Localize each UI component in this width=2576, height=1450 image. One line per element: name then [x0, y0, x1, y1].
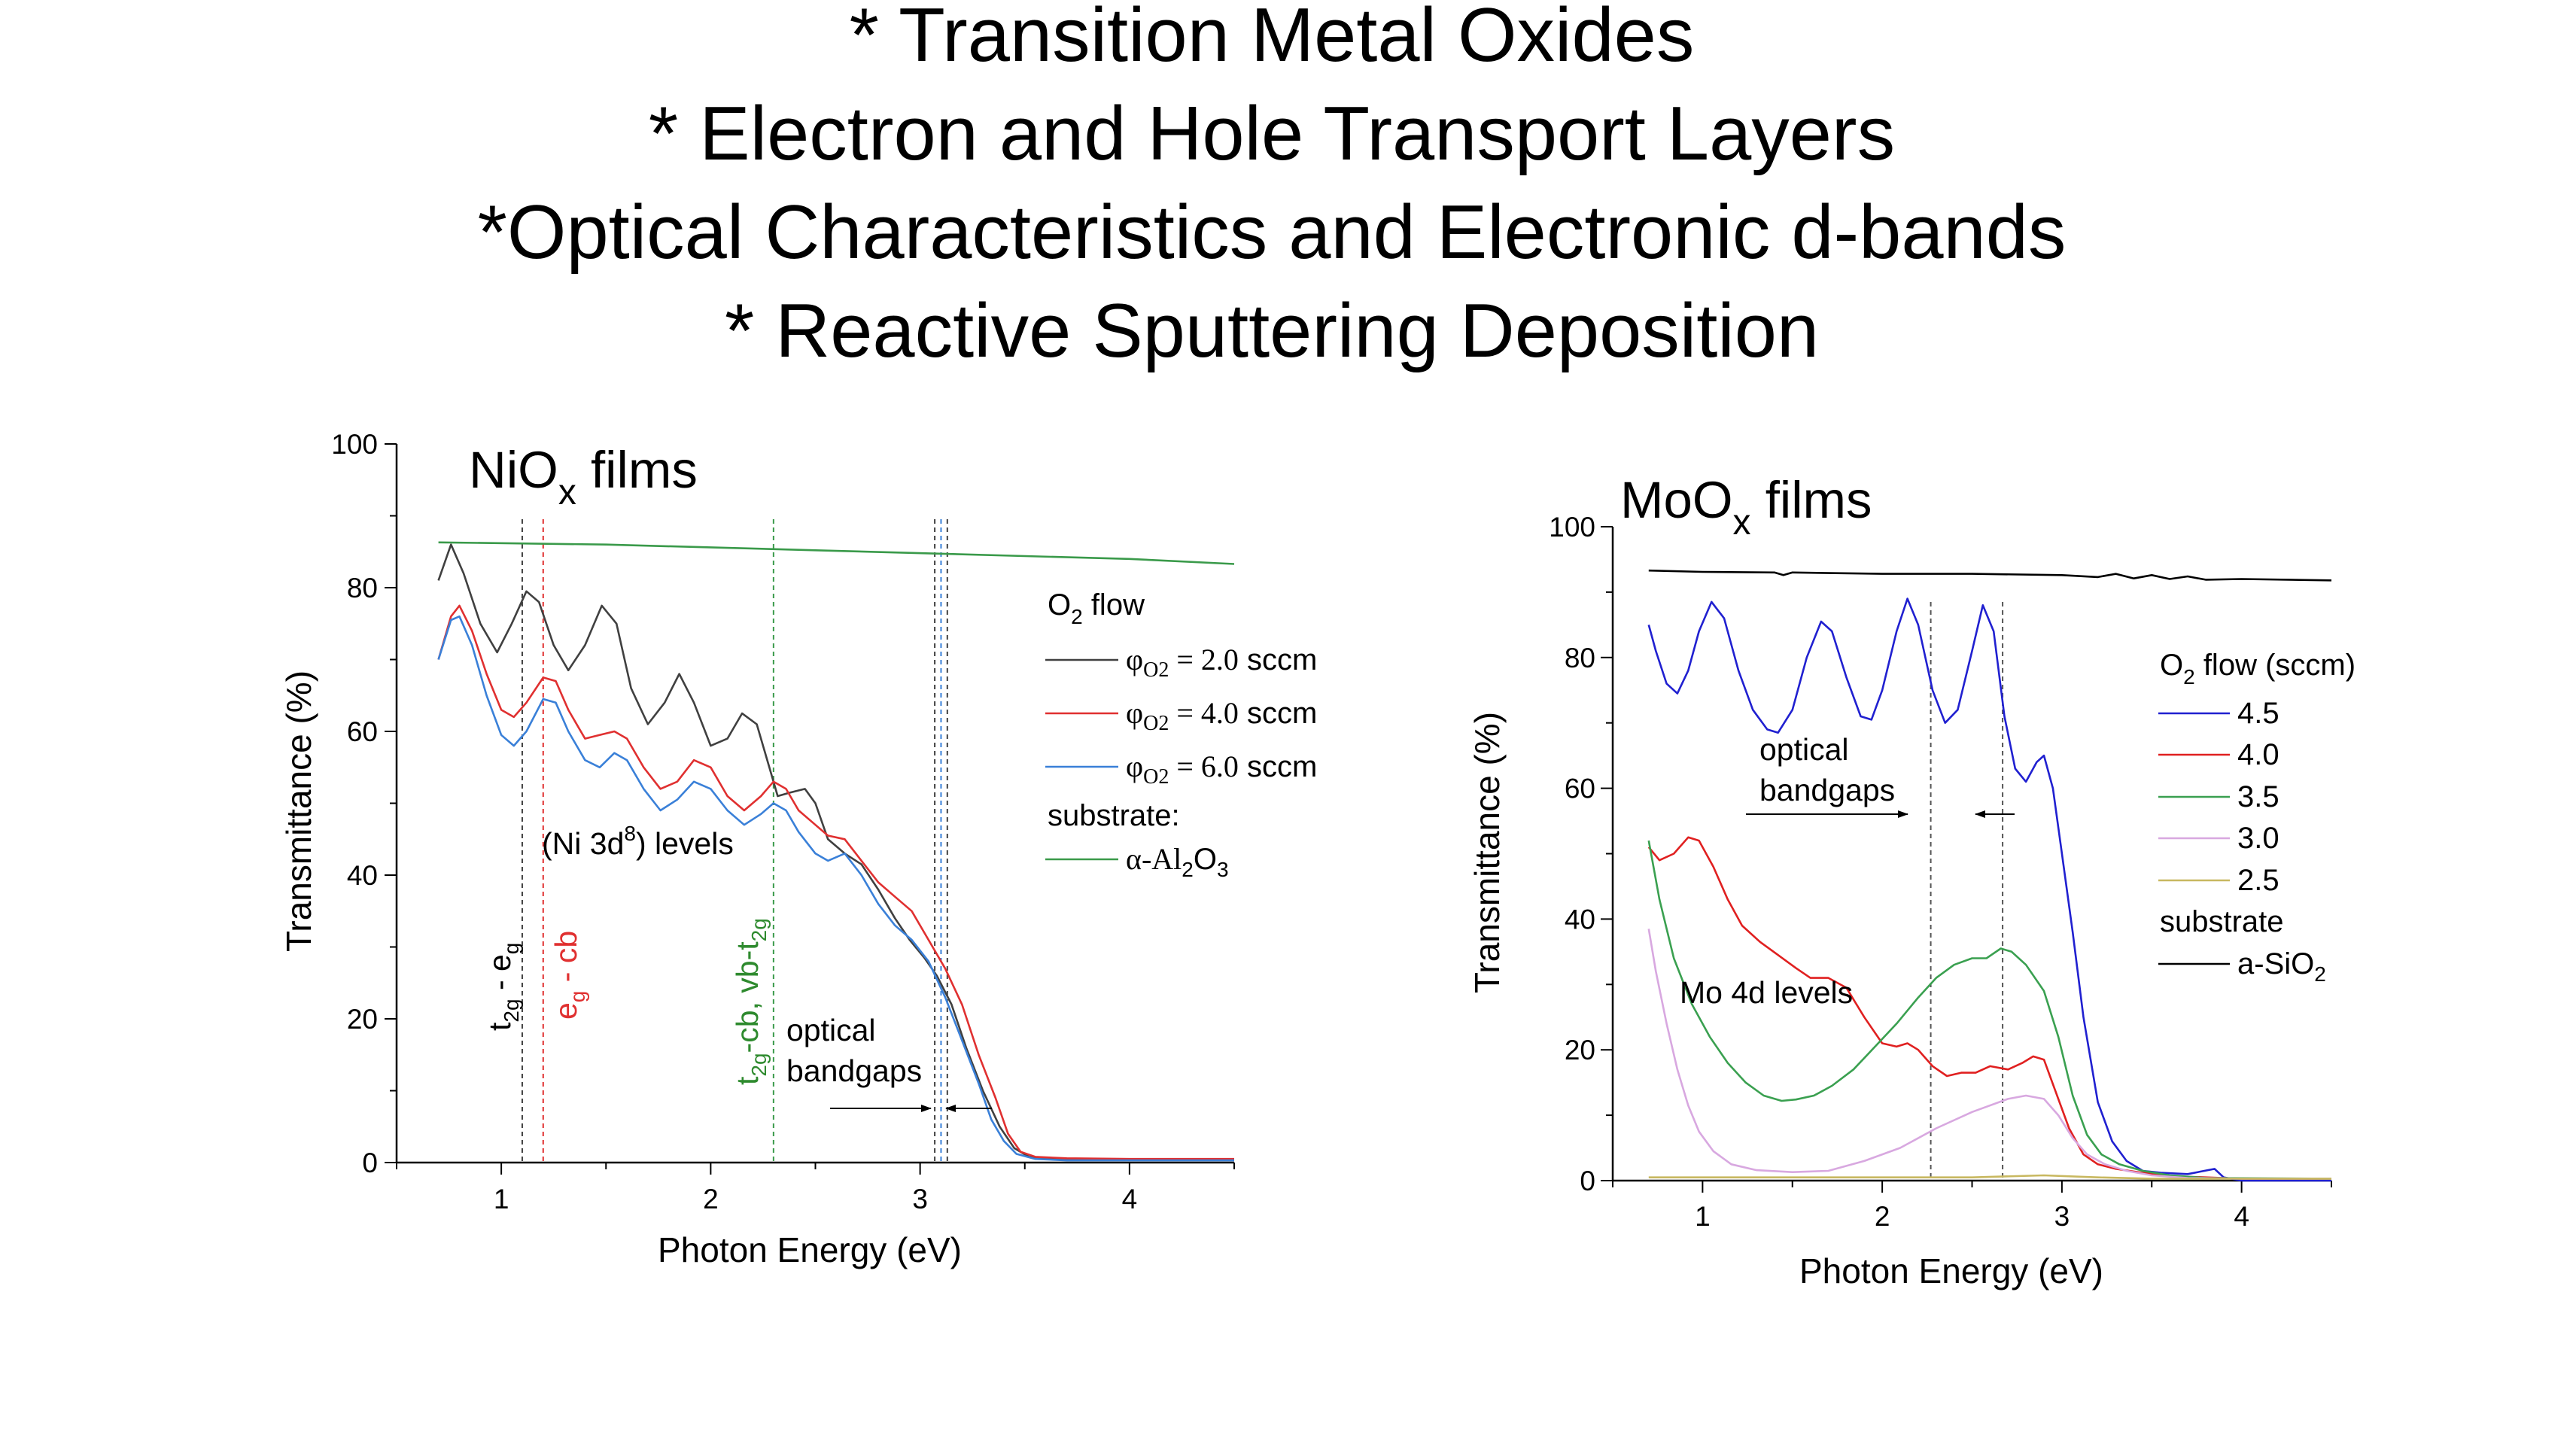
- moox-series-substrate: [1648, 569, 2332, 582]
- niox-x-tick-label: 4: [1122, 1184, 1138, 1214]
- moox-chart-title: MoOx films: [1620, 471, 1872, 543]
- niox-x-tick-label: 1: [494, 1184, 509, 1214]
- niox-y-tick-label: 100: [331, 429, 378, 460]
- title-line-3: *Optical Characteristics and Electronic …: [477, 190, 2067, 275]
- niox-series-26.0: [437, 615, 1234, 1162]
- moox-legend-title: O2 flow (sccm): [2160, 649, 2356, 689]
- niox-annotation-ni-levels: (Ni 3d8) levels: [542, 822, 734, 861]
- moox-legend: O2 flow (sccm) 4.5 4.0 3.5 3.0 2.5 subst…: [2158, 649, 2356, 986]
- moox-legend-entry-3.0: 3.0: [2237, 822, 2279, 855]
- niox-annotation-bandgaps: bandgaps: [786, 1053, 922, 1088]
- moox-series-3.5: [1647, 840, 2332, 1180]
- niox-y-tick-label: 20: [347, 1004, 378, 1035]
- moox-x-tick-label: 2: [1875, 1201, 1890, 1232]
- niox-y-axis-title: Transmittance (%): [279, 670, 318, 952]
- moox-y-tick-label: 0: [1580, 1166, 1595, 1196]
- moox-legend-entry-4.5: 4.5: [2237, 697, 2279, 730]
- moox-annotation-bandgaps: bandgaps: [1759, 773, 1895, 807]
- niox-legend: O2 flow φO2 = 2.0 sccm φO2 = 4.0 sccm φO…: [1045, 588, 1317, 881]
- moox-annotation-mo-levels: Mo 4d levels: [1680, 975, 1853, 1010]
- niox-series-22.0: [437, 543, 1234, 1161]
- moox-y-tick-label: 20: [1565, 1035, 1595, 1065]
- niox-annotation-t2g-eg: t2g - eg: [482, 943, 523, 1031]
- niox-annotation-optical: optical: [786, 1013, 876, 1047]
- title-line-2: * Electron and Hole Transport Layers: [648, 92, 1896, 176]
- moox-x-axis-title: Photon Energy (eV): [1799, 1251, 2103, 1290]
- niox-legend-entry-4.0: φO2 = 4.0 sccm: [1126, 696, 1317, 735]
- niox-legend-entry-2.0: φO2 = 2.0 sccm: [1126, 643, 1317, 682]
- moox-y-tick-label: 60: [1565, 774, 1595, 804]
- niox-annotation-t2g-cb: t2g-cb, vb-t2g: [730, 918, 771, 1085]
- niox-legend-entry-substrate: α-Al2O3: [1126, 842, 1229, 881]
- moox-legend-entry-3.5: 3.5: [2237, 780, 2279, 813]
- niox-series-24.0: [437, 604, 1234, 1160]
- niox-x-tick-label: 3: [912, 1184, 928, 1214]
- niox-legend-entry-6.0: φO2 = 6.0 sccm: [1126, 749, 1317, 789]
- moox-y-tick-label: 80: [1565, 643, 1595, 673]
- moox-x-tick-label: 1: [1695, 1201, 1711, 1232]
- title-line-4: * Reactive Sputtering Deposition: [724, 289, 1820, 373]
- niox-annotation-eg-cb: eg - cb: [549, 931, 589, 1020]
- niox-x-axis-title: Photon Energy (eV): [658, 1230, 962, 1269]
- moox-y-axis-title: Transmittance (%): [1467, 712, 1507, 993]
- moox-series-3.0: [1647, 929, 2331, 1180]
- moox-legend-entry-2.5: 2.5: [2237, 864, 2279, 897]
- moox-legend-entry-4.0: 4.0: [2237, 738, 2279, 771]
- moox-series-4.5: [1647, 597, 2331, 1182]
- moox-series-2.5: [1648, 1174, 2331, 1180]
- moox-x-tick-label: 3: [2054, 1201, 2070, 1232]
- moox-series-4.0: [1647, 836, 2331, 1180]
- niox-y-tick-label: 0: [362, 1148, 378, 1178]
- niox-y-tick-label: 40: [347, 860, 378, 891]
- moox-y-tick-label: 100: [1549, 512, 1595, 543]
- moox-y-tick-label: 40: [1565, 904, 1595, 935]
- moox-legend-substrate-label: substrate: [2160, 905, 2284, 938]
- niox-legend-title: O2 flow: [1048, 588, 1145, 628]
- moox-legend-entry-substrate: a-SiO2: [2237, 947, 2326, 986]
- niox-y-tick-label: 80: [347, 573, 378, 603]
- title-line-1: * Transition Metal Oxides: [849, 0, 1695, 78]
- niox-x-tick-label: 2: [703, 1184, 719, 1214]
- moox-x-tick-label: 4: [2234, 1201, 2249, 1232]
- niox-chart-title: NiOx films: [469, 441, 698, 512]
- niox-legend-substrate-label: substrate:: [1048, 799, 1180, 832]
- niox-series-substrate: [438, 541, 1235, 565]
- moox-annotation-optical: optical: [1759, 732, 1849, 767]
- title-block: * Transition Metal Oxides * Electron and…: [0, 0, 2544, 381]
- niox-y-tick-label: 60: [347, 716, 378, 747]
